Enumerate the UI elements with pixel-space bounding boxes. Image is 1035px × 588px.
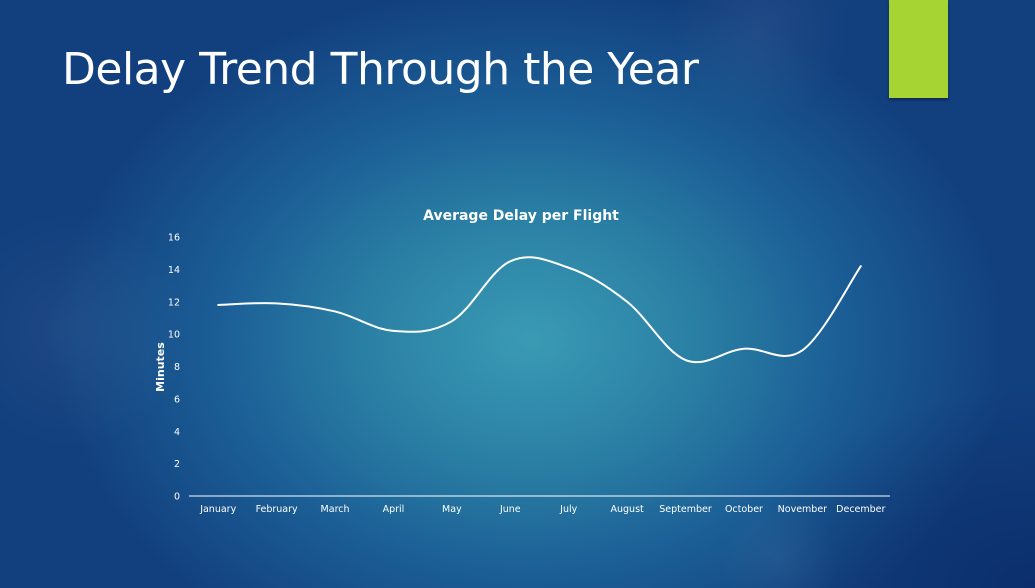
x-tick-label: November <box>778 504 828 515</box>
slide-title: Delay Trend Through the Year <box>62 44 699 95</box>
y-tick-label: 2 <box>174 459 180 470</box>
y-axis-label: Minutes <box>154 342 167 392</box>
series-line <box>217 256 862 364</box>
x-tick-label: December <box>836 504 885 515</box>
accent-bar <box>889 0 948 98</box>
y-tick-label: 14 <box>168 265 180 276</box>
x-tick-label: May <box>442 504 462 515</box>
x-tick-label: March <box>321 504 350 515</box>
x-tick-label: August <box>611 504 645 515</box>
x-axis-ticks: January February March April May June July Augu… <box>199 504 885 515</box>
y-tick-label: 10 <box>168 330 180 341</box>
y-tick-label: 0 <box>174 492 180 503</box>
y-tick-label: 12 <box>168 297 180 308</box>
y-tick-label: 16 <box>168 233 180 244</box>
x-tick-label: February <box>256 504 298 515</box>
x-tick-label: April <box>383 504 405 515</box>
y-tick-label: 4 <box>174 427 180 438</box>
x-tick-label: June <box>499 504 521 515</box>
chart-title: Average Delay per Flight <box>423 208 619 224</box>
x-tick-label: January <box>199 504 236 515</box>
x-tick-label: September <box>659 504 712 515</box>
y-axis-ticks: 0 2 4 6 8 10 12 14 16 <box>168 233 180 503</box>
y-tick-label: 8 <box>174 362 180 373</box>
x-tick-label: July <box>559 504 577 515</box>
x-tick-label: October <box>725 504 763 515</box>
y-tick-label: 6 <box>174 394 180 405</box>
